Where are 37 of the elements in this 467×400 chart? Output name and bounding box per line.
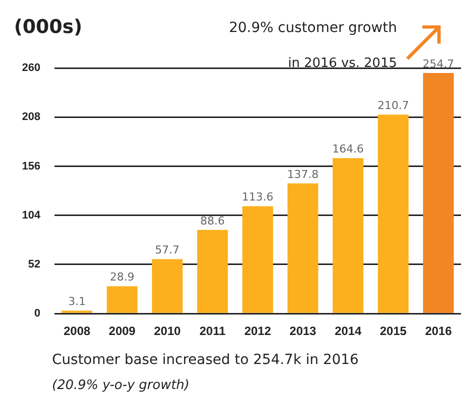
- bar: [332, 158, 364, 313]
- y-axis-title: (000s): [14, 16, 82, 38]
- x-tick-label: 2016: [425, 324, 452, 338]
- x-tick-label: 2009: [108, 324, 136, 338]
- data-label: 210.7: [377, 98, 409, 112]
- data-label: 3.1: [68, 295, 86, 308]
- x-tick-label: 2015: [380, 324, 407, 338]
- text: 20.9% customer growth: [228, 20, 397, 36]
- y-tick-label: 208: [22, 111, 40, 124]
- bar: [242, 206, 274, 313]
- bar: [152, 259, 183, 313]
- data-label: 164.6: [332, 142, 364, 156]
- y-tick-label: 52: [28, 258, 40, 271]
- data-label: 113.6: [242, 190, 274, 204]
- data-label: 28.9: [110, 270, 134, 284]
- y-tick-label: 156: [22, 160, 40, 172]
- data-label: 57.7: [155, 243, 180, 256]
- x-tick-label: 2012: [244, 324, 272, 338]
- x-tick-label: 2011: [199, 324, 226, 338]
- data-label: 254.7: [422, 57, 454, 70]
- bar: [197, 230, 228, 313]
- x-tick-label: 2008: [64, 324, 91, 338]
- data-label: 88.6: [200, 214, 225, 228]
- x-tick-label: 2013: [290, 324, 317, 338]
- annotation: in 2016 vs. 2015: [288, 56, 397, 71]
- bar: [423, 73, 454, 313]
- text: (20.9% y-o-y growth): [52, 378, 190, 393]
- text: Customer base increased to 254.7k in 2016: [52, 352, 359, 368]
- data-label: 137.8: [287, 168, 319, 181]
- x-tick-label: 2014: [334, 324, 362, 338]
- bar: [378, 114, 409, 313]
- bar: [288, 183, 318, 313]
- x-tick-label: 2010: [154, 324, 181, 338]
- y-tick-label: 0: [34, 308, 40, 320]
- y-tick-label: 260: [22, 62, 40, 74]
- bar: [106, 286, 138, 313]
- y-tick-label: 104: [22, 209, 42, 222]
